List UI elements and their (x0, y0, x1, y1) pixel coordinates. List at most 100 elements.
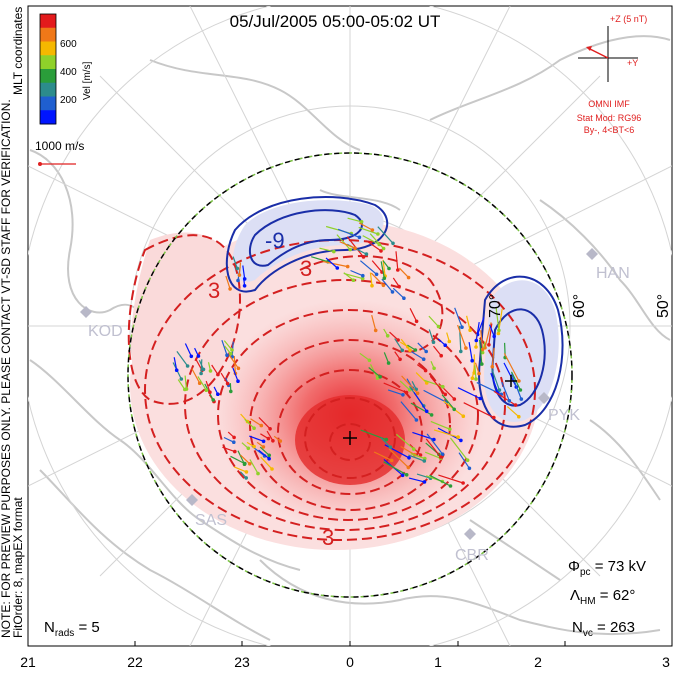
velocity-vector (229, 355, 239, 369)
colorbar-segment (40, 82, 56, 97)
omni-imf-label: OMNI IMF (588, 99, 630, 109)
velocity-vector-origin (359, 220, 364, 224)
velocity-vector-origin (353, 246, 357, 250)
velocity-vector-origin (216, 372, 220, 377)
velocity-vector (250, 418, 262, 427)
velocity-vector (433, 345, 442, 357)
colorbar-segment (40, 14, 56, 29)
velocity-vector-origin (271, 439, 275, 443)
velocity-vector-origin (391, 241, 395, 246)
velocity-vector-origin (401, 393, 405, 397)
colorbar-segment (40, 69, 56, 84)
imf-y-label: +Y (627, 58, 638, 68)
imf-z-label: +Z (5 nT) (610, 14, 647, 24)
colorbar-tick-400: 400 (60, 67, 77, 78)
velocity-vector-origin (411, 447, 416, 451)
mlt-tick-23: 23 (234, 654, 250, 670)
velocity-vector (480, 330, 484, 350)
velocity-vector (244, 418, 255, 429)
velocity-vector (197, 376, 207, 391)
velocity-vector (468, 342, 473, 361)
velocity-vector (426, 433, 444, 455)
velocity-vector-origin (467, 466, 472, 471)
velocity-vector (441, 394, 455, 410)
velocity-vector-origin (470, 358, 475, 363)
velocity-vector (220, 372, 229, 384)
velocity-vector-origin (415, 391, 420, 396)
colorbar-border (39, 13, 57, 125)
velocity-vector-origin (267, 453, 272, 458)
velocity-vector-origin (517, 414, 521, 419)
velocity-vector (232, 256, 238, 269)
velocity-vector-origin (232, 440, 236, 445)
velocity-vector (411, 351, 425, 360)
velocity-vector-origin (236, 278, 240, 283)
potential-min-marker (505, 375, 517, 387)
velocity-vector (430, 420, 451, 430)
colorbar-label: Vel [m/s] (82, 61, 93, 100)
velocity-vector-origin (443, 343, 448, 348)
velocity-vector (380, 261, 385, 279)
velocity-vector (398, 267, 410, 279)
velocity-vector (428, 315, 439, 328)
velocity-vector-origin (196, 354, 201, 358)
velocity-vector-origin (225, 353, 229, 358)
negative-contours (225, 196, 564, 428)
velocity-vector-origin (348, 247, 353, 252)
velocity-vector (259, 446, 270, 456)
velocity-vector-origin (247, 462, 252, 466)
velocity-vector-origin (407, 456, 411, 460)
velocity-vector (491, 347, 495, 367)
imf-dial (578, 26, 638, 82)
velocity-vector-origin (244, 470, 249, 474)
velocity-vector-origin (518, 388, 523, 392)
velocity-vector-origin (345, 264, 350, 269)
velocity-vector-origin (487, 343, 491, 347)
velocity-vector (233, 466, 247, 473)
positive-contours (127, 234, 536, 541)
imf-by-bt-label: By-, 4<BT<6 (584, 125, 635, 135)
velocity-vector (394, 338, 403, 351)
velocity-vector (325, 257, 338, 269)
velocity-vector-origin (208, 369, 213, 373)
velocity-vector-origin (490, 364, 495, 369)
velocity-vector-origin (418, 453, 423, 457)
velocity-vector (343, 272, 363, 280)
velocity-vector (200, 359, 203, 374)
nrads-stat: Nrads = 5 (44, 619, 100, 639)
velocity-vector-origin (424, 381, 429, 385)
velocity-vector-origin (204, 388, 209, 393)
velocity-vector-origin (400, 348, 405, 353)
station-label-pyk: PYK (548, 407, 580, 424)
velocity-vector-origin (474, 345, 478, 349)
velocity-vector-origin (452, 407, 457, 412)
velocity-vector-origin (199, 371, 203, 376)
velocity-vector (381, 278, 393, 293)
velocity-vector-origin (480, 350, 485, 355)
velocity-vector (258, 449, 270, 460)
velocity-vector-origin (414, 319, 419, 324)
velocity-vector-origin (390, 290, 395, 294)
colorbar-segment (40, 96, 56, 111)
velocity-vector (424, 451, 441, 459)
velocity-vector (311, 256, 329, 263)
velocity-vector-origin (465, 458, 470, 463)
velocity-vector (454, 307, 463, 328)
velocity-vector-origin (400, 473, 405, 478)
velocity-vector (493, 390, 516, 406)
velocity-vector-origin (448, 427, 452, 432)
velocity-vector-origin (225, 381, 230, 386)
velocity-vector (410, 402, 432, 416)
velocity-vector (433, 429, 459, 438)
velocity-vector-origin (408, 348, 412, 353)
velocity-vector (368, 367, 381, 378)
fit-order-note: FitOrder: 8, mapEX format (11, 497, 25, 638)
velocity-vector (488, 323, 493, 345)
velocity-vector-origin (441, 384, 445, 389)
velocity-vector-origin (452, 397, 457, 401)
velocity-vector-origin (480, 347, 485, 352)
velocity-vector-origin (236, 366, 241, 371)
velocity-vector-origin (517, 379, 521, 383)
velocity-vector (366, 240, 382, 252)
velocity-vector (233, 355, 236, 374)
